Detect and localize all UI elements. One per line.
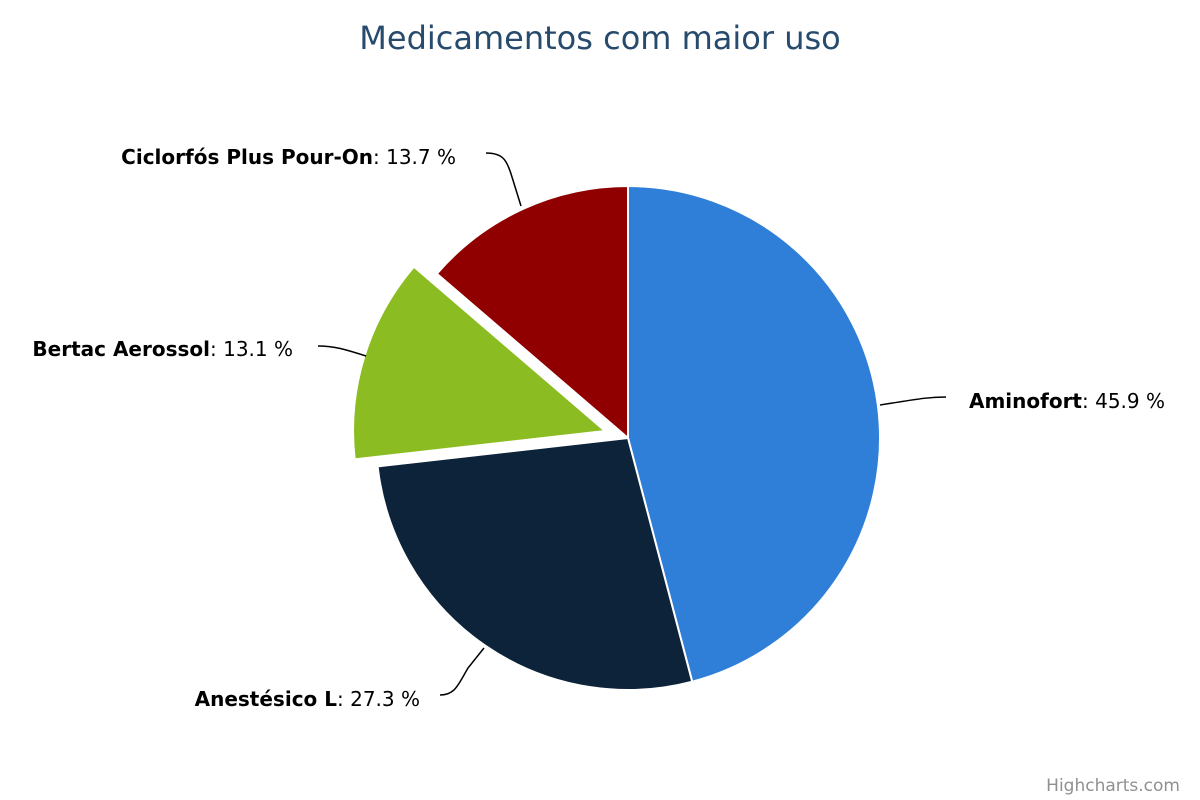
data-label-value: : 27.3 % (337, 687, 420, 711)
data-label: Ciclorfós Plus Pour-On: 13.7 % (121, 145, 456, 169)
data-label-value: : 13.1 % (210, 337, 293, 361)
credits-link[interactable]: Highcharts.com (1046, 776, 1180, 796)
data-label-name: Anestésico L (195, 687, 338, 711)
data-label-value: : 45.9 % (1082, 389, 1165, 413)
label-connectors (317, 152, 947, 696)
chart-title: Medicamentos com maior uso (359, 19, 840, 57)
data-label-value: : 13.7 % (373, 145, 456, 169)
data-label: Bertac Aerossol: 13.1 % (32, 337, 293, 361)
data-label-name: Aminofort (969, 389, 1082, 413)
data-labels: Aminofort: 45.9 % Anestésico L: 27.3 % Ber… (32, 145, 1165, 711)
label-connector (317, 345, 367, 357)
label-connector (439, 647, 485, 696)
data-label: Aminofort: 45.9 % (969, 389, 1165, 413)
pie-slice-ciclorf-s-plus-pour-on[interactable] (435, 185, 629, 439)
pie-slice-anest-sico-l[interactable] (376, 437, 694, 691)
data-label: Anestésico L: 27.3 % (195, 687, 420, 711)
data-label-name: Ciclorfós Plus Pour-On (121, 145, 373, 169)
label-connector (485, 152, 522, 207)
label-connector (879, 396, 947, 406)
pie-slice-aminofort[interactable] (627, 185, 881, 683)
pie-slice-bertac-aerossol[interactable] (352, 265, 607, 461)
data-label-name: Bertac Aerossol (32, 337, 210, 361)
pie-slices (352, 185, 881, 691)
